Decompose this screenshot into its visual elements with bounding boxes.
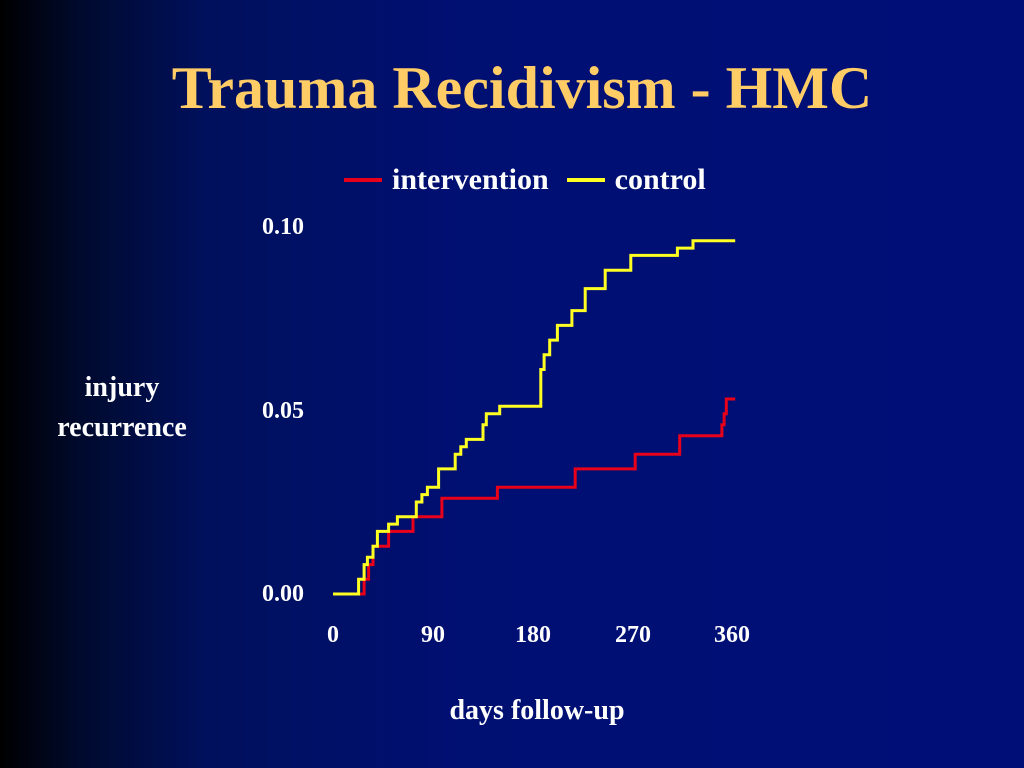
x-tick-label: 360 (714, 622, 750, 648)
y-tick-label: 0.05 (262, 398, 304, 424)
series-line-control (333, 239, 736, 596)
series-line-intervention (333, 397, 736, 596)
legend-item-intervention: intervention (344, 163, 549, 197)
y-tick-label: 0.00 (262, 581, 304, 607)
legend-swatch-control (566, 178, 605, 182)
legend-swatch-intervention (344, 178, 382, 182)
legend-label-intervention: intervention (392, 163, 549, 196)
chart-title: Trauma Recidivism - HMC (171, 55, 873, 121)
x-tick-label: 270 (615, 622, 651, 648)
y-tick-label: 0.10 (262, 214, 304, 240)
y-axis-label: injury recurrence (57, 372, 187, 443)
legend: intervention control (344, 162, 724, 198)
legend-label-control: control (614, 163, 706, 196)
x-tick-label: 180 (515, 622, 551, 648)
x-tick-label: 90 (421, 622, 445, 648)
x-axis-label: days follow-up (449, 695, 625, 726)
x-tick-label: 0 (327, 622, 339, 648)
legend-item-control: control (566, 163, 706, 197)
